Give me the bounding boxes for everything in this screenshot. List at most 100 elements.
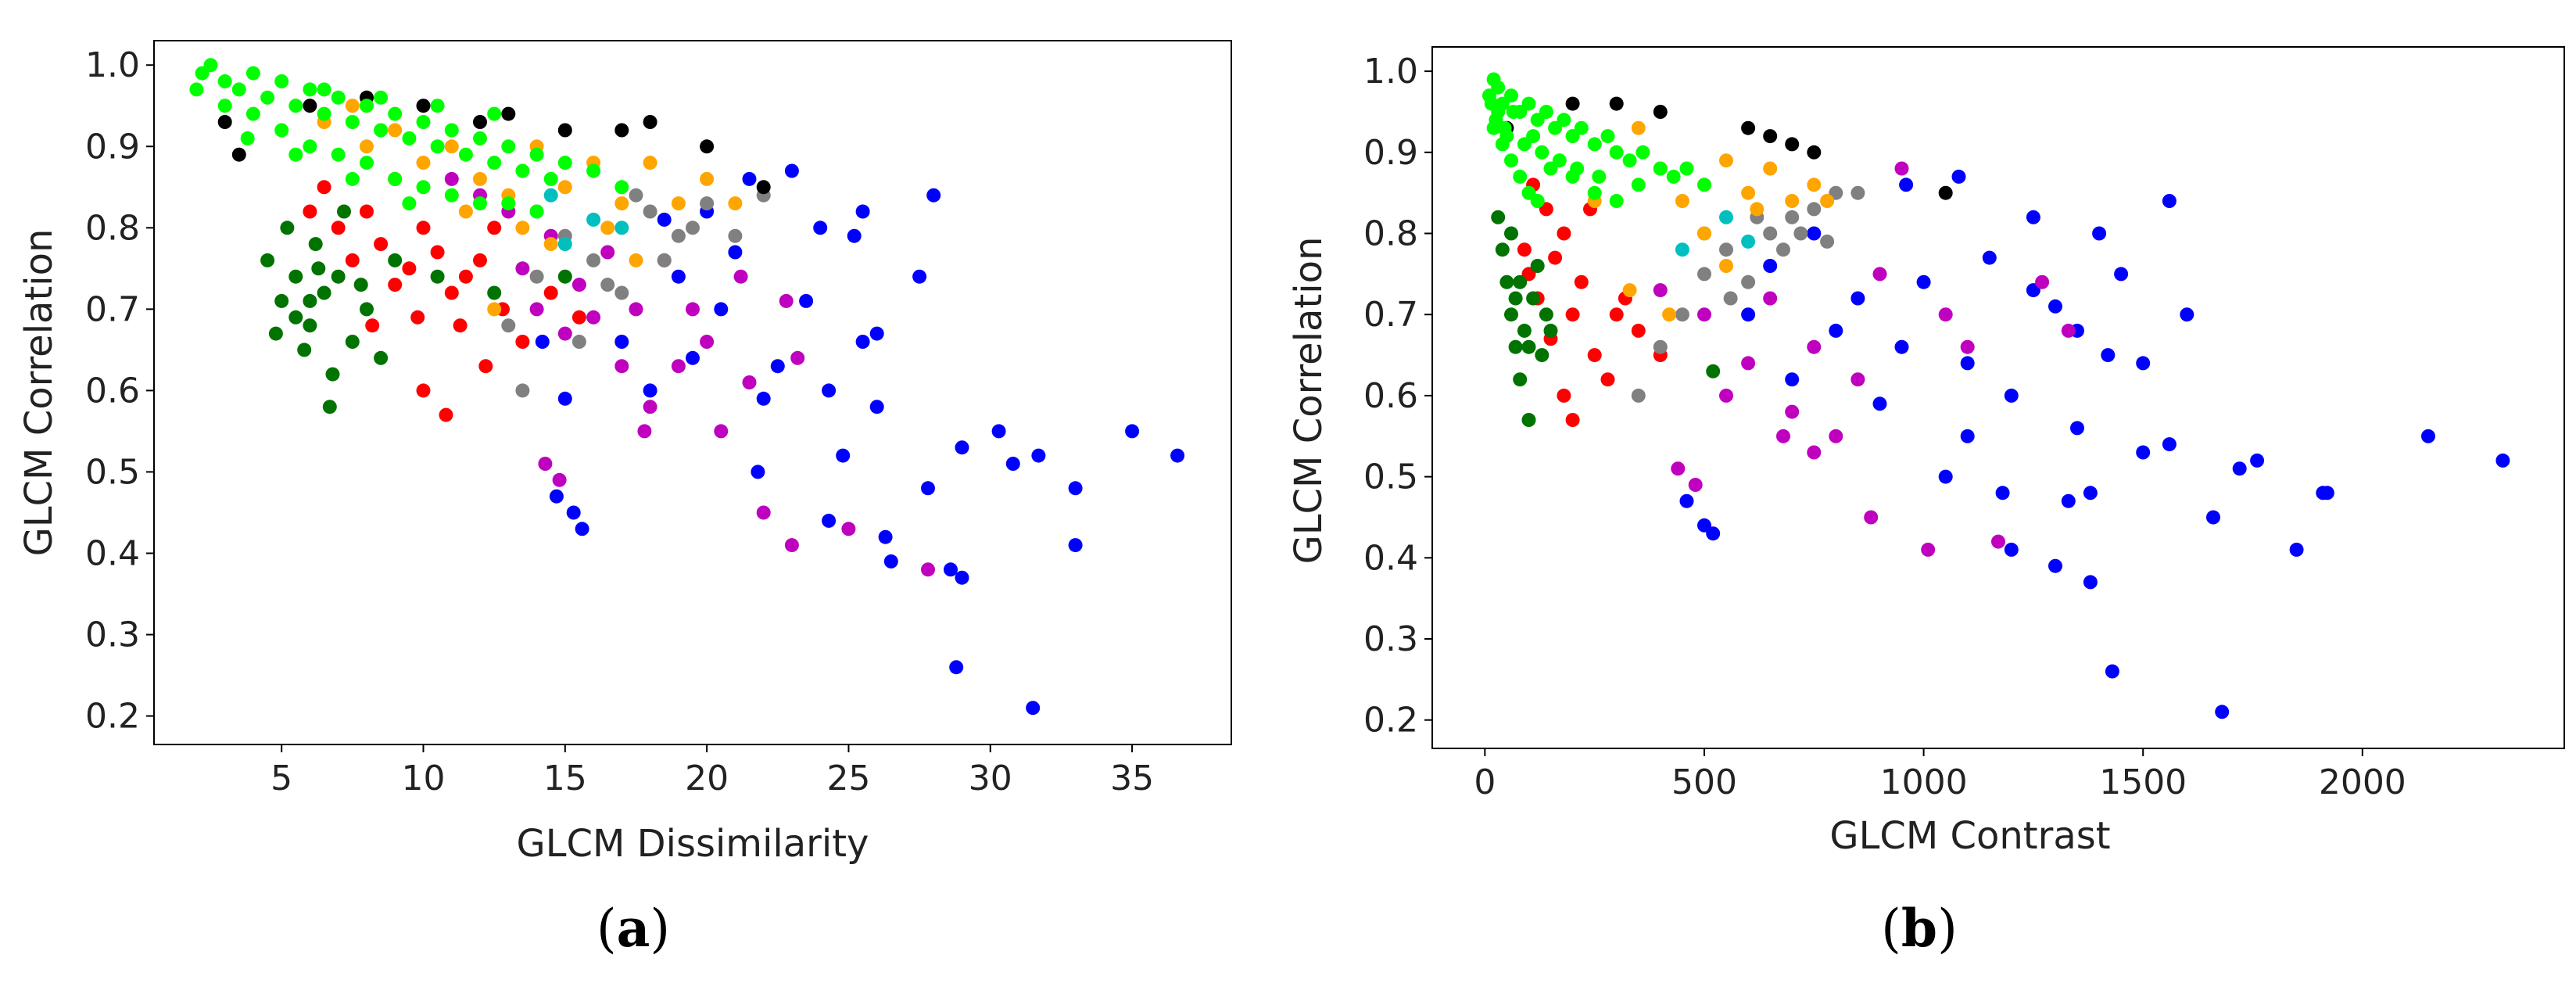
- point-a-21: [822, 513, 837, 528]
- y-tick-label-a-0.6: 0.6: [85, 371, 140, 411]
- point-b-104: [1543, 323, 1558, 338]
- point-a-74: [487, 221, 502, 235]
- point-a-100: [317, 285, 331, 300]
- point-b-171: [1636, 145, 1650, 160]
- x-tick-label-a-10: 10: [402, 759, 446, 798]
- point-b-162: [1539, 105, 1553, 119]
- point-a-206: [586, 163, 601, 178]
- point-b-148: [1697, 226, 1711, 241]
- point-a-96: [365, 318, 380, 333]
- x-axis-label-a: GLCM Dissimilarity: [517, 822, 869, 866]
- panel-a: 5 10 15 20 25 30 35 0.2 0.3 0.4 0.5 0.6 0.7 0.8 0.9 1.0…: [17, 40, 1232, 959]
- point-b-35: [1807, 226, 1822, 241]
- point-b-11: [2162, 437, 2177, 452]
- point-b-125: [1675, 242, 1689, 257]
- point-b-173: [1666, 169, 1681, 184]
- point-b-48: [2061, 323, 2076, 338]
- point-a-204: [543, 171, 558, 186]
- point-b-135: [1609, 96, 1624, 111]
- point-a-81: [402, 261, 417, 276]
- point-b-83: [1600, 372, 1615, 387]
- point-b-198: [1526, 129, 1541, 144]
- point-b-172: [1653, 161, 1668, 176]
- point-a-166: [728, 196, 743, 211]
- point-a-51: [686, 302, 700, 317]
- point-a-129: [671, 228, 686, 243]
- point-a-173: [416, 156, 431, 170]
- point-a-127: [614, 285, 629, 300]
- point-b-193: [1592, 169, 1607, 184]
- point-a-130: [700, 196, 715, 211]
- point-a-46: [784, 538, 799, 553]
- point-a-18: [855, 204, 870, 219]
- point-a-55: [629, 302, 643, 317]
- point-a-107: [345, 335, 360, 349]
- plot-frame-a: [153, 40, 1232, 745]
- point-b-4: [2289, 542, 2304, 557]
- point-a-4: [1026, 701, 1041, 716]
- point-b-103: [1521, 339, 1536, 354]
- point-a-37: [575, 522, 589, 536]
- x-tick-label-a-20: 20: [685, 759, 729, 798]
- y-tick-label-a-0.5: 0.5: [85, 452, 140, 492]
- point-a-196: [430, 139, 445, 154]
- point-a-78: [439, 407, 453, 422]
- point-a-174: [360, 139, 374, 154]
- point-b-106: [1706, 364, 1721, 378]
- point-b-18: [2083, 575, 2098, 590]
- point-a-112: [268, 326, 283, 341]
- point-a-109: [280, 221, 295, 235]
- point-b-79: [1574, 274, 1589, 289]
- point-b-53: [1894, 161, 1909, 176]
- point-b-110: [1697, 267, 1711, 282]
- point-b-75: [1517, 242, 1532, 257]
- point-a-222: [501, 196, 516, 211]
- point-b-114: [1785, 210, 1800, 224]
- y-axis-label-b: GLCM Correlation: [1287, 237, 1331, 565]
- point-a-168: [515, 221, 530, 235]
- x-tick-label-b-500: 500: [1671, 762, 1737, 802]
- point-a-134: [600, 278, 615, 292]
- point-b-186: [1631, 178, 1646, 192]
- point-a-135: [515, 383, 530, 398]
- point-a-13: [912, 269, 927, 284]
- point-b-49: [2035, 274, 2050, 289]
- point-a-199: [473, 131, 487, 145]
- point-b-150: [1622, 283, 1637, 298]
- point-a-192: [374, 123, 389, 138]
- point-a-111: [337, 204, 351, 219]
- point-a-216: [473, 196, 487, 211]
- point-a-83: [374, 237, 389, 252]
- point-a-214: [416, 180, 431, 195]
- point-b-191: [1552, 153, 1567, 168]
- point-a-224: [317, 82, 331, 97]
- plot-frame-b: [1431, 46, 2565, 749]
- point-a-164: [671, 196, 686, 211]
- point-b-13: [2136, 356, 2151, 371]
- point-a-72: [637, 424, 652, 439]
- point-a-116: [374, 350, 389, 365]
- point-a-217: [217, 99, 232, 113]
- point-b-141: [1741, 185, 1756, 200]
- point-b-33: [1850, 291, 1865, 306]
- point-a-77: [444, 285, 459, 300]
- point-b-126: [1741, 234, 1756, 249]
- point-a-76: [458, 269, 473, 284]
- point-a-171: [629, 253, 643, 267]
- point-b-56: [1829, 429, 1843, 443]
- point-a-63: [538, 457, 553, 471]
- point-b-78: [1631, 323, 1646, 338]
- point-b-67: [1938, 307, 1953, 322]
- x-tick-label-b-2000: 2000: [2319, 762, 2406, 802]
- point-b-64: [1697, 307, 1711, 322]
- point-a-221: [402, 196, 417, 211]
- point-a-149: [614, 123, 629, 138]
- y-tick-label-a-0.4: 0.4: [85, 533, 140, 573]
- point-b-108: [1653, 339, 1668, 354]
- point-b-120: [1723, 291, 1738, 306]
- point-b-69: [1776, 429, 1790, 443]
- point-a-15: [883, 554, 898, 569]
- point-b-31: [1894, 339, 1909, 354]
- point-a-155: [473, 115, 487, 129]
- point-a-10: [949, 660, 964, 675]
